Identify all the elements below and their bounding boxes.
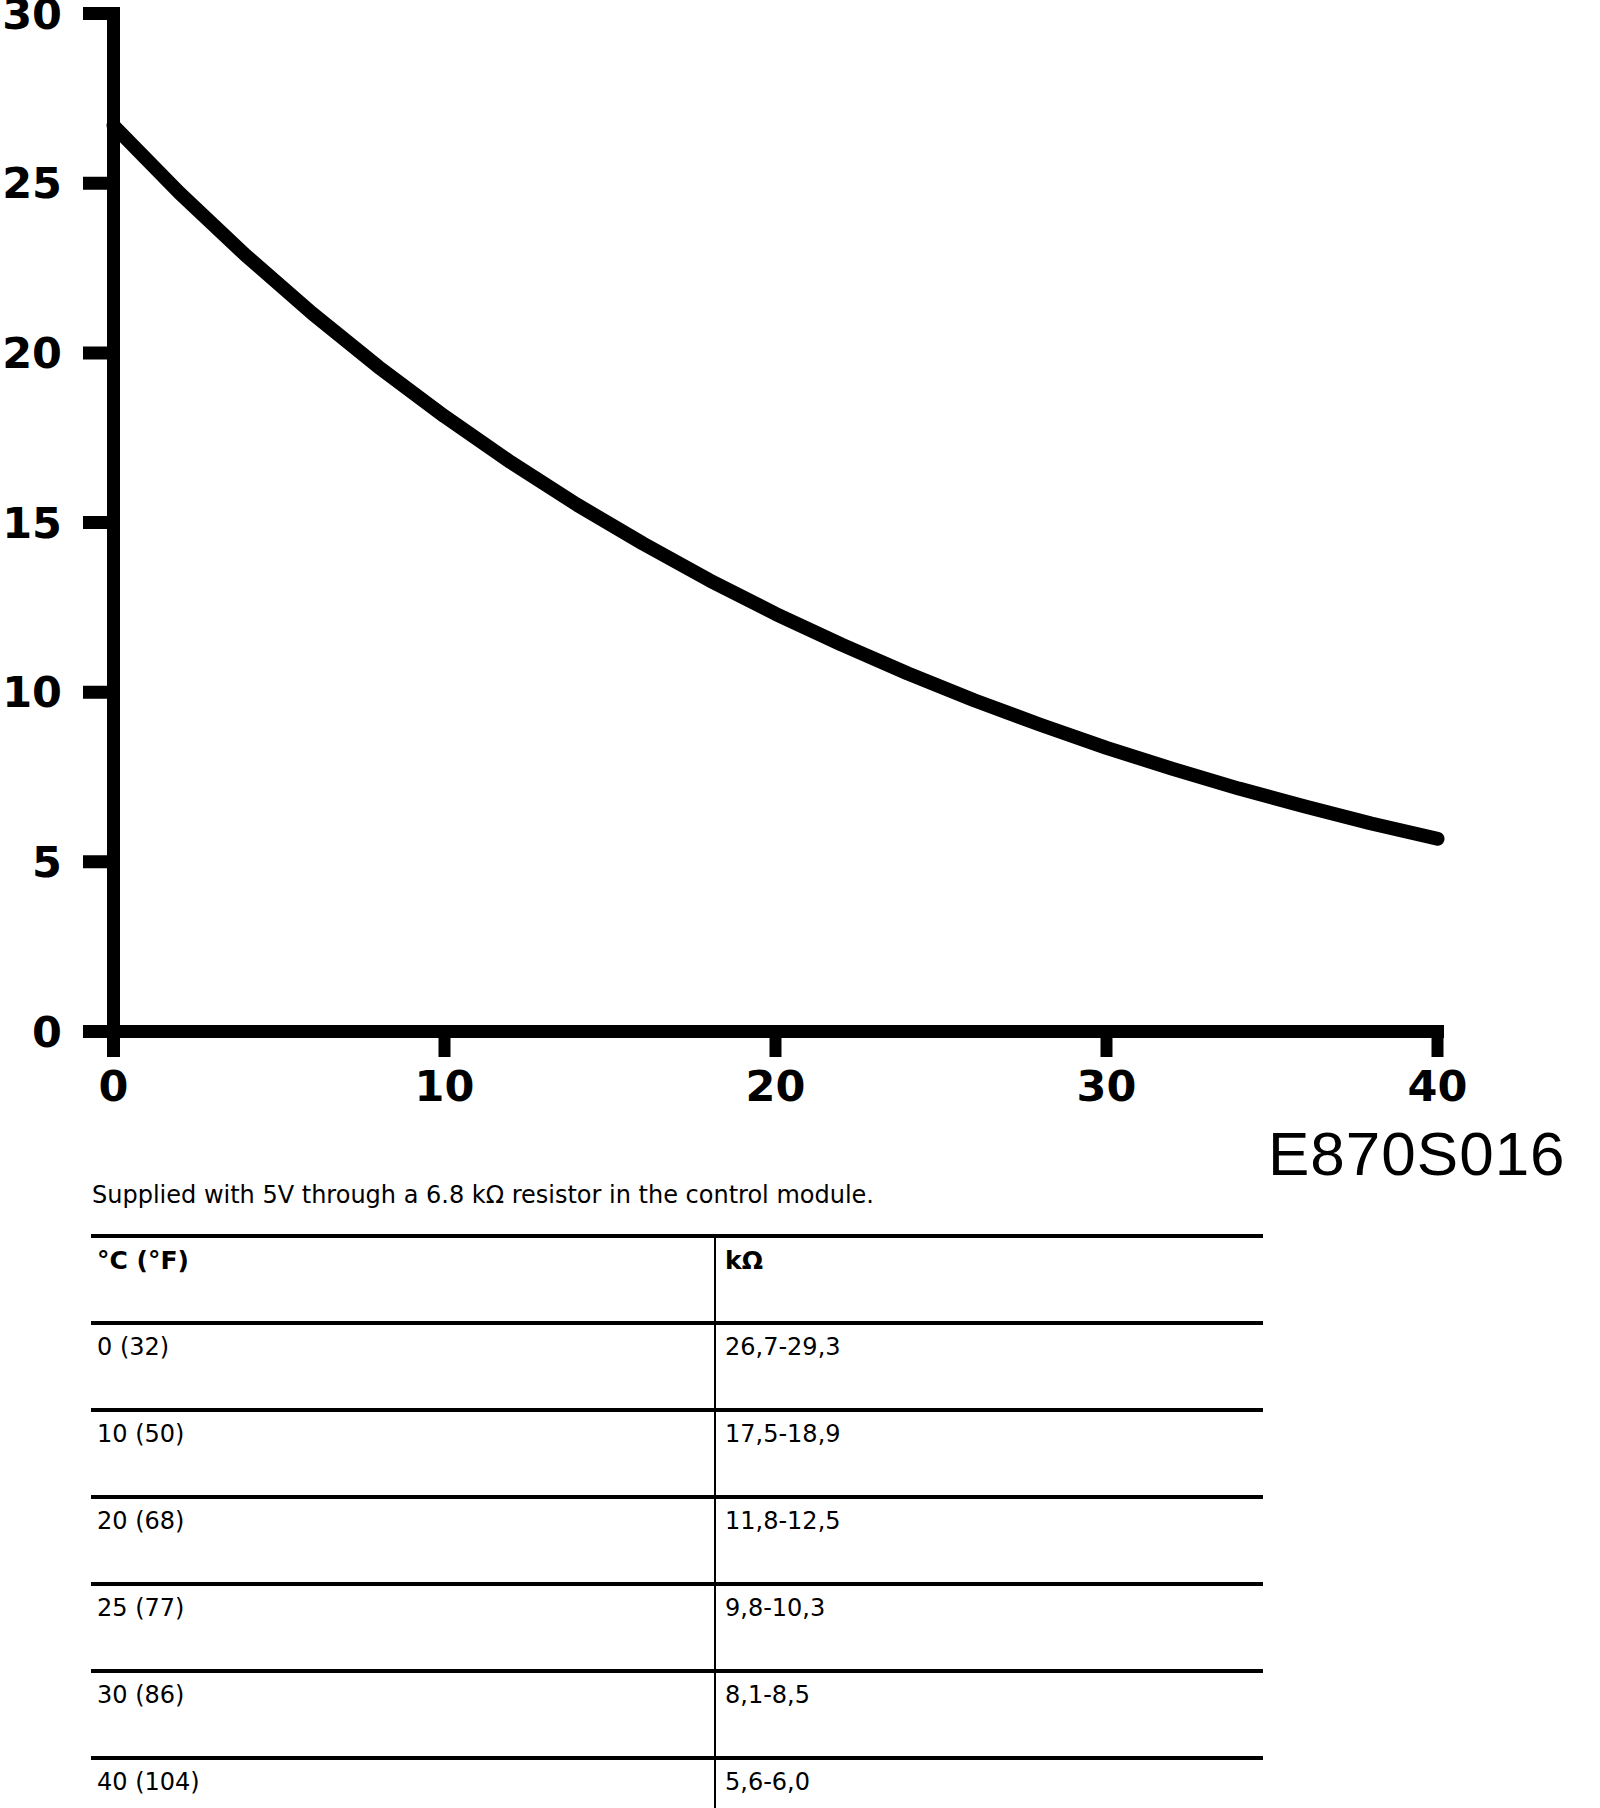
table-row: 30 (86) 8,1-8,5 xyxy=(91,1671,1263,1758)
resistance-cell: 11,8-12,5 xyxy=(715,1497,1263,1584)
chart-svg: 0 5 10 15 20 25 30 0 10 20 30 40 xyxy=(0,0,1600,1120)
table-row: 0 (32) 26,7-29,3 xyxy=(91,1323,1263,1410)
resistance-cell: 26,7-29,3 xyxy=(715,1323,1263,1410)
table-header-row: °C (°F) kΩ xyxy=(91,1236,1263,1323)
x-axis-tick-label: 10 xyxy=(415,1061,475,1111)
table-row: 40 (104) 5,6-6,0 xyxy=(91,1758,1263,1808)
table-row: 25 (77) 9,8-10,3 xyxy=(91,1584,1263,1671)
supply-note: Supplied with 5V through a 6.8 kΩ resist… xyxy=(92,1181,874,1209)
y-axis-tick-label: 10 xyxy=(2,667,62,717)
temp-cell: 40 (104) xyxy=(91,1758,715,1808)
resistance-cell: 17,5-18,9 xyxy=(715,1410,1263,1497)
resistance-table: °C (°F) kΩ 0 (32) 26,7-29,3 10 (50) 17,5… xyxy=(91,1234,1263,1808)
temp-cell: 30 (86) xyxy=(91,1671,715,1758)
x-axis-tick-label: 40 xyxy=(1408,1061,1468,1111)
x-axis-tick-label: 0 xyxy=(99,1061,129,1111)
temp-cell: 20 (68) xyxy=(91,1497,715,1584)
y-axis-tick-label: 25 xyxy=(2,158,62,208)
resistance-cell: 5,6-6,0 xyxy=(715,1758,1263,1808)
table-row: 10 (50) 17,5-18,9 xyxy=(91,1410,1263,1497)
temp-column-header: °C (°F) xyxy=(91,1236,715,1323)
y-axis-tick-label: 20 xyxy=(2,328,62,378)
y-axis-tick-label: 0 xyxy=(32,1007,62,1057)
resistance-vs-temperature-chart: 0 5 10 15 20 25 30 0 10 20 30 40 xyxy=(0,0,1600,1120)
resistance-cell: 8,1-8,5 xyxy=(715,1671,1263,1758)
y-axis-tick-label: 5 xyxy=(32,837,62,887)
temp-cell: 0 (32) xyxy=(91,1323,715,1410)
resistance-column-header: kΩ xyxy=(715,1236,1263,1323)
temp-cell: 10 (50) xyxy=(91,1410,715,1497)
figure-code-label: E870S016 xyxy=(1268,1118,1566,1189)
resistance-cell: 9,8-10,3 xyxy=(715,1584,1263,1671)
x-axis-tick-label: 30 xyxy=(1077,1061,1137,1111)
resistance-curve xyxy=(114,126,1438,839)
temp-cell: 25 (77) xyxy=(91,1584,715,1671)
table-row: 20 (68) 11,8-12,5 xyxy=(91,1497,1263,1584)
y-axis-tick-label: 15 xyxy=(2,498,62,548)
x-axis-tick-label: 20 xyxy=(746,1061,806,1111)
y-axis-tick-label: 30 xyxy=(2,0,62,39)
